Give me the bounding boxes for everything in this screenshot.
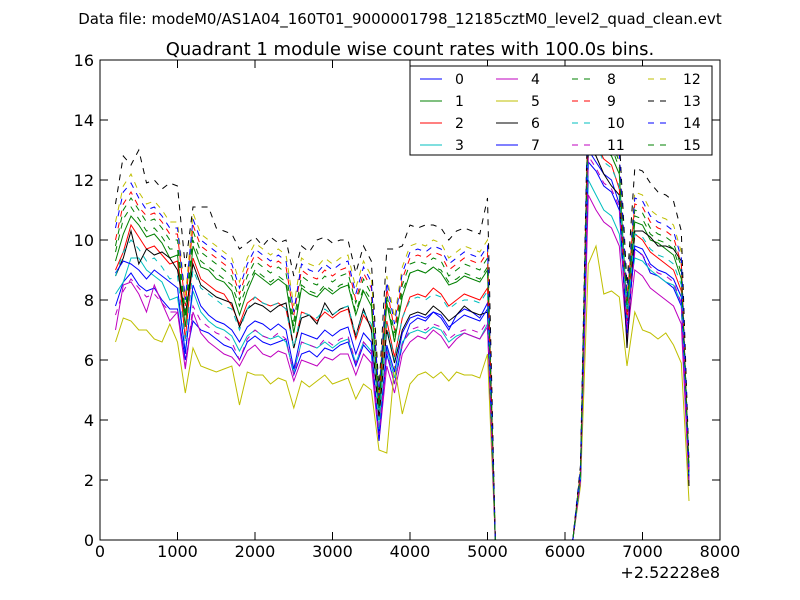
legend-label-7: 7 [531,138,540,154]
x-tick-label: 2000 [235,542,276,561]
series-line-11 [115,154,690,540]
series-line-15 [115,109,690,540]
legend-label-4: 4 [531,72,540,88]
y-tick-label: 10 [74,231,94,250]
legend-label-6: 6 [531,116,540,132]
legend-label-13: 13 [683,94,701,110]
series-layer [115,76,690,540]
y-tick-label: 4 [84,411,94,430]
y-tick-label: 16 [74,51,94,70]
x-tick-label: 8000 [700,542,741,561]
legend-label-1: 1 [455,94,464,110]
x-tick-label: 4000 [390,542,431,561]
legend-label-11: 11 [607,138,625,154]
x-tick-label: 0 [95,542,105,561]
y-tick-label: 6 [84,351,94,370]
x-tick-label: 1000 [157,542,198,561]
series-line-7 [115,160,690,540]
series-line-5 [115,244,690,540]
legend-label-9: 9 [607,94,616,110]
y-tick-label: 12 [74,171,94,190]
series-line-14 [115,91,690,540]
x-tick-label: 5000 [467,542,508,561]
legend-label-12: 12 [683,72,701,88]
series-line-10 [115,130,690,540]
y-tick-label: 2 [84,471,94,490]
x-tick-label: 3000 [312,542,353,561]
legend-label-3: 3 [455,138,464,154]
legend-label-2: 2 [455,116,464,132]
data-file-suptitle: Data file: modeM0/AS1A04_160T01_90000017… [78,10,722,29]
series-line-3 [115,179,690,540]
x-offset-label: +2.52228e8 [620,563,720,582]
legend-label-15: 15 [683,138,701,154]
x-tick-label: 6000 [545,542,586,561]
y-tick-label: 0 [84,531,94,550]
series-line-4 [115,194,690,540]
series-line-6 [115,145,690,540]
legend-label-10: 10 [607,116,625,132]
series-line-2 [115,136,690,540]
legend-label-0: 0 [455,72,464,88]
legend-label-14: 14 [683,116,701,132]
legend-label-8: 8 [607,72,616,88]
x-tick-label: 7000 [622,542,663,561]
legend-label-5: 5 [531,94,540,110]
series-line-8 [115,100,690,540]
chart-title: Quadrant 1 module wise count rates with … [166,39,655,60]
y-tick-label: 14 [74,111,94,130]
y-tick-label: 8 [84,291,94,310]
ticks-layer: 0 1000 2000 3000 4000 5000 6000 7000 80000246810… [74,51,741,561]
legend-frame [409,65,713,156]
